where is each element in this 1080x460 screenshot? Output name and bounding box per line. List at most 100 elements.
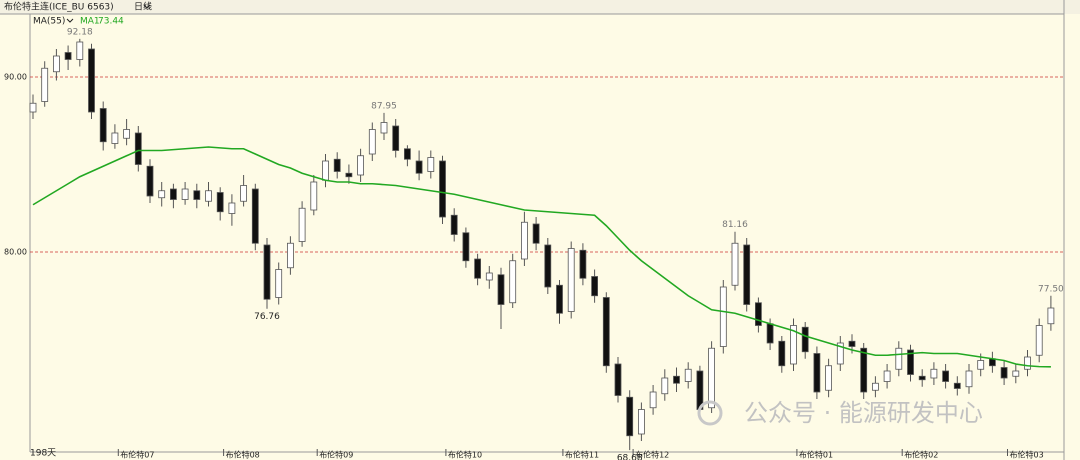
period[interactable]: 日线 (134, 1, 152, 13)
candle-body (286, 242, 294, 269)
candle-body (638, 409, 645, 435)
candle-body (521, 221, 528, 260)
watermark: 公众号 · 能源研发中心 (744, 399, 983, 427)
candle-body (415, 160, 423, 174)
candle-body (181, 188, 189, 200)
candle-body (649, 391, 657, 409)
x-tick-label: 布伦特09 (319, 450, 353, 460)
candle-body (205, 190, 212, 202)
candle-body (813, 353, 821, 393)
x-tick-label: 布伦特01 (799, 450, 833, 460)
candle-body (228, 202, 236, 214)
candle-body (403, 148, 411, 160)
candle-body (872, 382, 879, 391)
x-tick-label: 布伦特03 (1010, 450, 1044, 460)
candle-body (322, 160, 329, 181)
candle-body (755, 302, 762, 326)
candle-body (357, 155, 365, 176)
candle-body (883, 370, 891, 382)
candle-body (333, 158, 341, 172)
candle-body (497, 274, 505, 305)
candle-body (216, 192, 224, 213)
y-tick-label: 80.00 (4, 248, 27, 257)
candle-body (579, 249, 587, 279)
chart-title: 布伦特主连(ICE_BU 6563) (4, 1, 114, 13)
price-annotation: 81.16 (722, 220, 748, 230)
candle-body (275, 269, 283, 298)
price-annotation: 77.50 (1038, 284, 1064, 294)
candle-body (731, 242, 739, 286)
bar-count: 198天 (30, 449, 56, 459)
candle-body (602, 297, 610, 367)
candle-body (626, 396, 634, 437)
candle-body (310, 181, 318, 211)
candle-body (41, 67, 49, 102)
candle-body (509, 260, 517, 304)
candle-body (88, 48, 95, 113)
candle-body (427, 157, 435, 172)
candle-body (825, 365, 832, 391)
candle-body (1047, 307, 1055, 325)
candle-body (123, 129, 130, 139)
candle-body (673, 375, 680, 384)
candle-body (240, 185, 248, 202)
candle-body (380, 122, 388, 134)
candle-body (778, 340, 786, 367)
price-annotation: 87.95 (371, 101, 397, 111)
candle-body (661, 377, 669, 395)
candle-body (263, 244, 271, 300)
candle-body (158, 190, 166, 199)
candle-body (684, 368, 692, 382)
candle-body (930, 368, 938, 379)
ma-legend-name: MA1 (80, 17, 100, 27)
x-tick-label: 布伦特07 (120, 450, 154, 460)
candle-body (146, 165, 154, 197)
candle-body (251, 188, 259, 244)
candle-body (567, 248, 575, 312)
ma-legend-value: 73.44 (98, 17, 124, 27)
header-bar (0, 0, 1080, 14)
candle-body (111, 132, 119, 144)
candle-body (439, 160, 446, 218)
candle-body (53, 55, 60, 73)
price-annotation: 92.18 (67, 27, 93, 37)
candle-body (790, 325, 797, 365)
candle-body (485, 272, 493, 281)
candle-body (193, 190, 201, 200)
y-tick-label: 90.00 (4, 73, 27, 82)
candle-body (1035, 325, 1043, 356)
candle-body (76, 41, 84, 60)
candle-body (64, 52, 72, 60)
candle-body (99, 108, 107, 143)
candle-body (918, 375, 926, 381)
candle-body (474, 258, 482, 279)
candle-body (708, 347, 715, 409)
watermark-icon (697, 400, 723, 426)
candle-body (345, 172, 353, 178)
candle-body (1012, 370, 1020, 377)
x-tick-label: 布伦特10 (448, 450, 482, 460)
candle-body (544, 244, 552, 288)
candle-body (848, 340, 856, 347)
x-tick-label: 布伦特08 (226, 450, 260, 460)
candle-body (532, 223, 540, 244)
indicator-label: MA(55) (33, 17, 65, 27)
x-tick-label: 布伦特11 (565, 450, 599, 460)
candle-body (462, 232, 470, 262)
candle-body (392, 125, 400, 151)
candle-body (368, 129, 376, 155)
candle-body (614, 363, 622, 396)
candle-body (965, 370, 973, 388)
price-annotation: 68.68 (617, 454, 643, 460)
candle-body (169, 188, 177, 200)
x-tick-label: 布伦特12 (635, 450, 669, 460)
candle-body (977, 360, 985, 370)
dropdown-icon[interactable] (143, 4, 151, 9)
candle-body (298, 207, 306, 242)
candle-body (591, 276, 598, 297)
dropdown-icon[interactable] (66, 18, 74, 23)
x-tick-label: 布伦特02 (904, 450, 938, 460)
candle-body (1000, 367, 1008, 379)
